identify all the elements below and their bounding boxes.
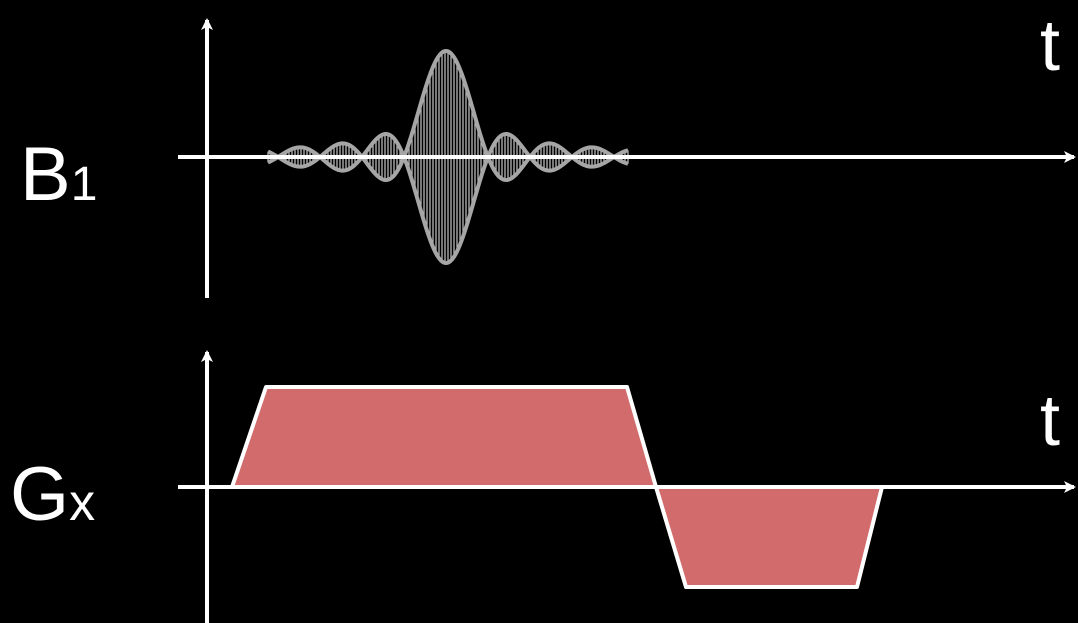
b1-time-label: t: [1040, 6, 1060, 86]
gx-positive-lobe: [230, 385, 658, 489]
gx-panel: Gx t: [10, 350, 1076, 623]
b1-label: B1: [20, 132, 97, 217]
gx-time-label: t: [1040, 381, 1060, 461]
b1-envelope-lower: [267, 131, 629, 266]
b1-envelope-upper: [267, 48, 629, 183]
b1-label-subscript: 1: [71, 158, 98, 211]
gx-label: Gx: [10, 452, 95, 537]
b1-panel: B1 t: [20, 6, 1076, 298]
b1-label-main: B: [20, 132, 71, 217]
gx-label-subscript: x: [69, 474, 95, 532]
gx-negative-lobe: [654, 485, 884, 589]
gx-label-main: G: [10, 452, 69, 537]
